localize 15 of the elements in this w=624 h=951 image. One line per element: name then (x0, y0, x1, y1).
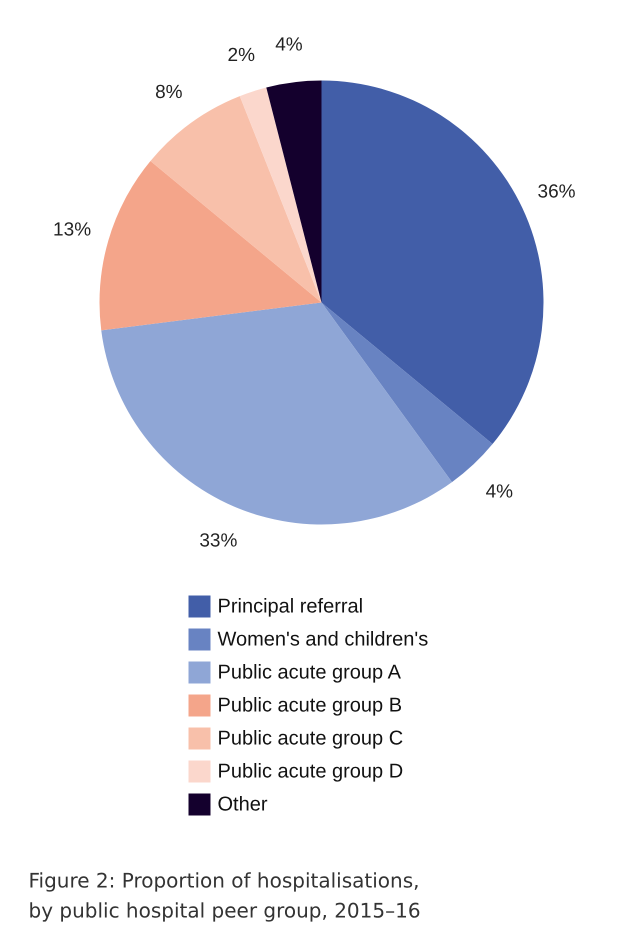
legend-label: Principal referral (218, 596, 364, 618)
legend-label: Public acute group C (218, 728, 404, 750)
data-label: 13% (53, 220, 92, 241)
data-label: 33% (199, 530, 238, 552)
text: Figure 2: Proportion of hospitalisations, by public hospital peer group, 2015–16 (28, 868, 421, 922)
data-label: 8% (155, 82, 183, 103)
legend-label: Public acute group D (218, 760, 404, 782)
data-label: 4% (486, 481, 514, 502)
data-label: 36% (538, 181, 576, 202)
legend-label: Other (218, 794, 268, 816)
legend-label: Women's and children's (218, 628, 428, 650)
data-label: 4% (275, 34, 303, 56)
legend-label: Public acute group B (218, 694, 402, 716)
data-label: 2% (228, 44, 256, 66)
legend-label: Public acute group A (218, 662, 402, 684)
